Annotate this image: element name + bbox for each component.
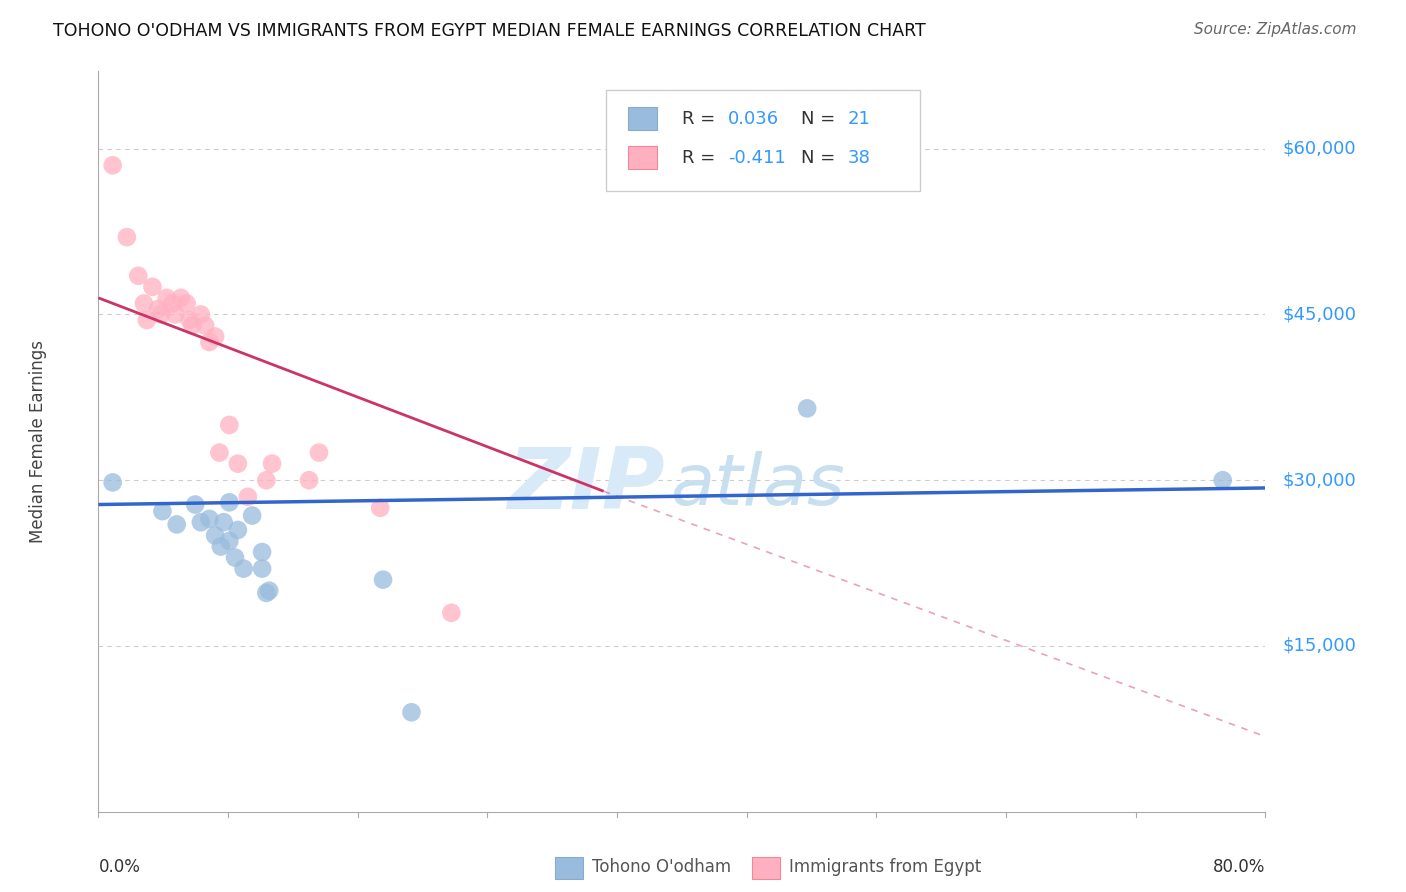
Text: N =: N = bbox=[801, 149, 841, 167]
Point bbox=[127, 268, 149, 283]
Text: 0.0%: 0.0% bbox=[98, 858, 141, 876]
Text: $60,000: $60,000 bbox=[1282, 140, 1357, 158]
Point bbox=[190, 308, 212, 322]
Point bbox=[1212, 473, 1234, 487]
Text: $15,000: $15,000 bbox=[1282, 637, 1357, 655]
Point bbox=[150, 308, 173, 322]
Text: N =: N = bbox=[801, 110, 841, 128]
Text: ZIP: ZIP bbox=[506, 444, 665, 527]
Point bbox=[101, 475, 124, 490]
Point bbox=[208, 445, 231, 459]
Point bbox=[260, 457, 283, 471]
Point bbox=[204, 528, 226, 542]
Point bbox=[226, 457, 249, 471]
Point bbox=[198, 335, 221, 350]
Point bbox=[204, 329, 226, 343]
Text: Source: ZipAtlas.com: Source: ZipAtlas.com bbox=[1194, 22, 1357, 37]
Point bbox=[181, 318, 204, 333]
Point bbox=[401, 706, 423, 720]
Point bbox=[135, 313, 157, 327]
Text: 38: 38 bbox=[848, 149, 870, 167]
Point bbox=[152, 504, 174, 518]
Point bbox=[156, 291, 179, 305]
Text: $45,000: $45,000 bbox=[1282, 305, 1357, 324]
Text: 80.0%: 80.0% bbox=[1213, 858, 1265, 876]
Text: Tohono O'odham: Tohono O'odham bbox=[592, 858, 731, 876]
Point bbox=[224, 550, 246, 565]
Point bbox=[176, 296, 198, 310]
Point bbox=[101, 158, 124, 172]
Text: 21: 21 bbox=[848, 110, 870, 128]
Text: -0.411: -0.411 bbox=[728, 149, 786, 167]
Text: TOHONO O'ODHAM VS IMMIGRANTS FROM EGYPT MEDIAN FEMALE EARNINGS CORRELATION CHART: TOHONO O'ODHAM VS IMMIGRANTS FROM EGYPT … bbox=[53, 22, 927, 40]
Text: R =: R = bbox=[682, 149, 721, 167]
Point bbox=[226, 523, 249, 537]
Point bbox=[179, 313, 201, 327]
Point bbox=[250, 561, 273, 575]
Point bbox=[170, 291, 193, 305]
Point bbox=[368, 500, 391, 515]
Point bbox=[298, 473, 321, 487]
Point bbox=[165, 308, 187, 322]
Point bbox=[162, 296, 184, 310]
Point bbox=[198, 512, 221, 526]
Point bbox=[254, 473, 277, 487]
Point bbox=[166, 517, 188, 532]
Text: atlas: atlas bbox=[671, 451, 845, 520]
Point bbox=[209, 540, 232, 554]
Point bbox=[257, 583, 280, 598]
Point bbox=[218, 533, 240, 548]
Point bbox=[190, 515, 212, 529]
Text: $30,000: $30,000 bbox=[1282, 471, 1357, 489]
Text: Median Female Earnings: Median Female Earnings bbox=[28, 340, 46, 543]
Text: Immigrants from Egypt: Immigrants from Egypt bbox=[789, 858, 981, 876]
Point bbox=[371, 573, 394, 587]
Point bbox=[796, 401, 818, 416]
Point bbox=[218, 417, 240, 432]
Point bbox=[240, 508, 263, 523]
Point bbox=[232, 561, 254, 575]
Point bbox=[115, 230, 138, 244]
Point bbox=[132, 296, 155, 310]
Point bbox=[218, 495, 240, 509]
Point bbox=[440, 606, 463, 620]
Point bbox=[212, 515, 235, 529]
Point bbox=[308, 445, 330, 459]
Point bbox=[141, 280, 163, 294]
Point bbox=[194, 318, 217, 333]
Text: R =: R = bbox=[682, 110, 721, 128]
Point bbox=[250, 545, 273, 559]
Point bbox=[148, 301, 170, 316]
Point bbox=[236, 490, 259, 504]
Point bbox=[254, 586, 277, 600]
Text: 0.036: 0.036 bbox=[728, 110, 779, 128]
Point bbox=[184, 498, 207, 512]
